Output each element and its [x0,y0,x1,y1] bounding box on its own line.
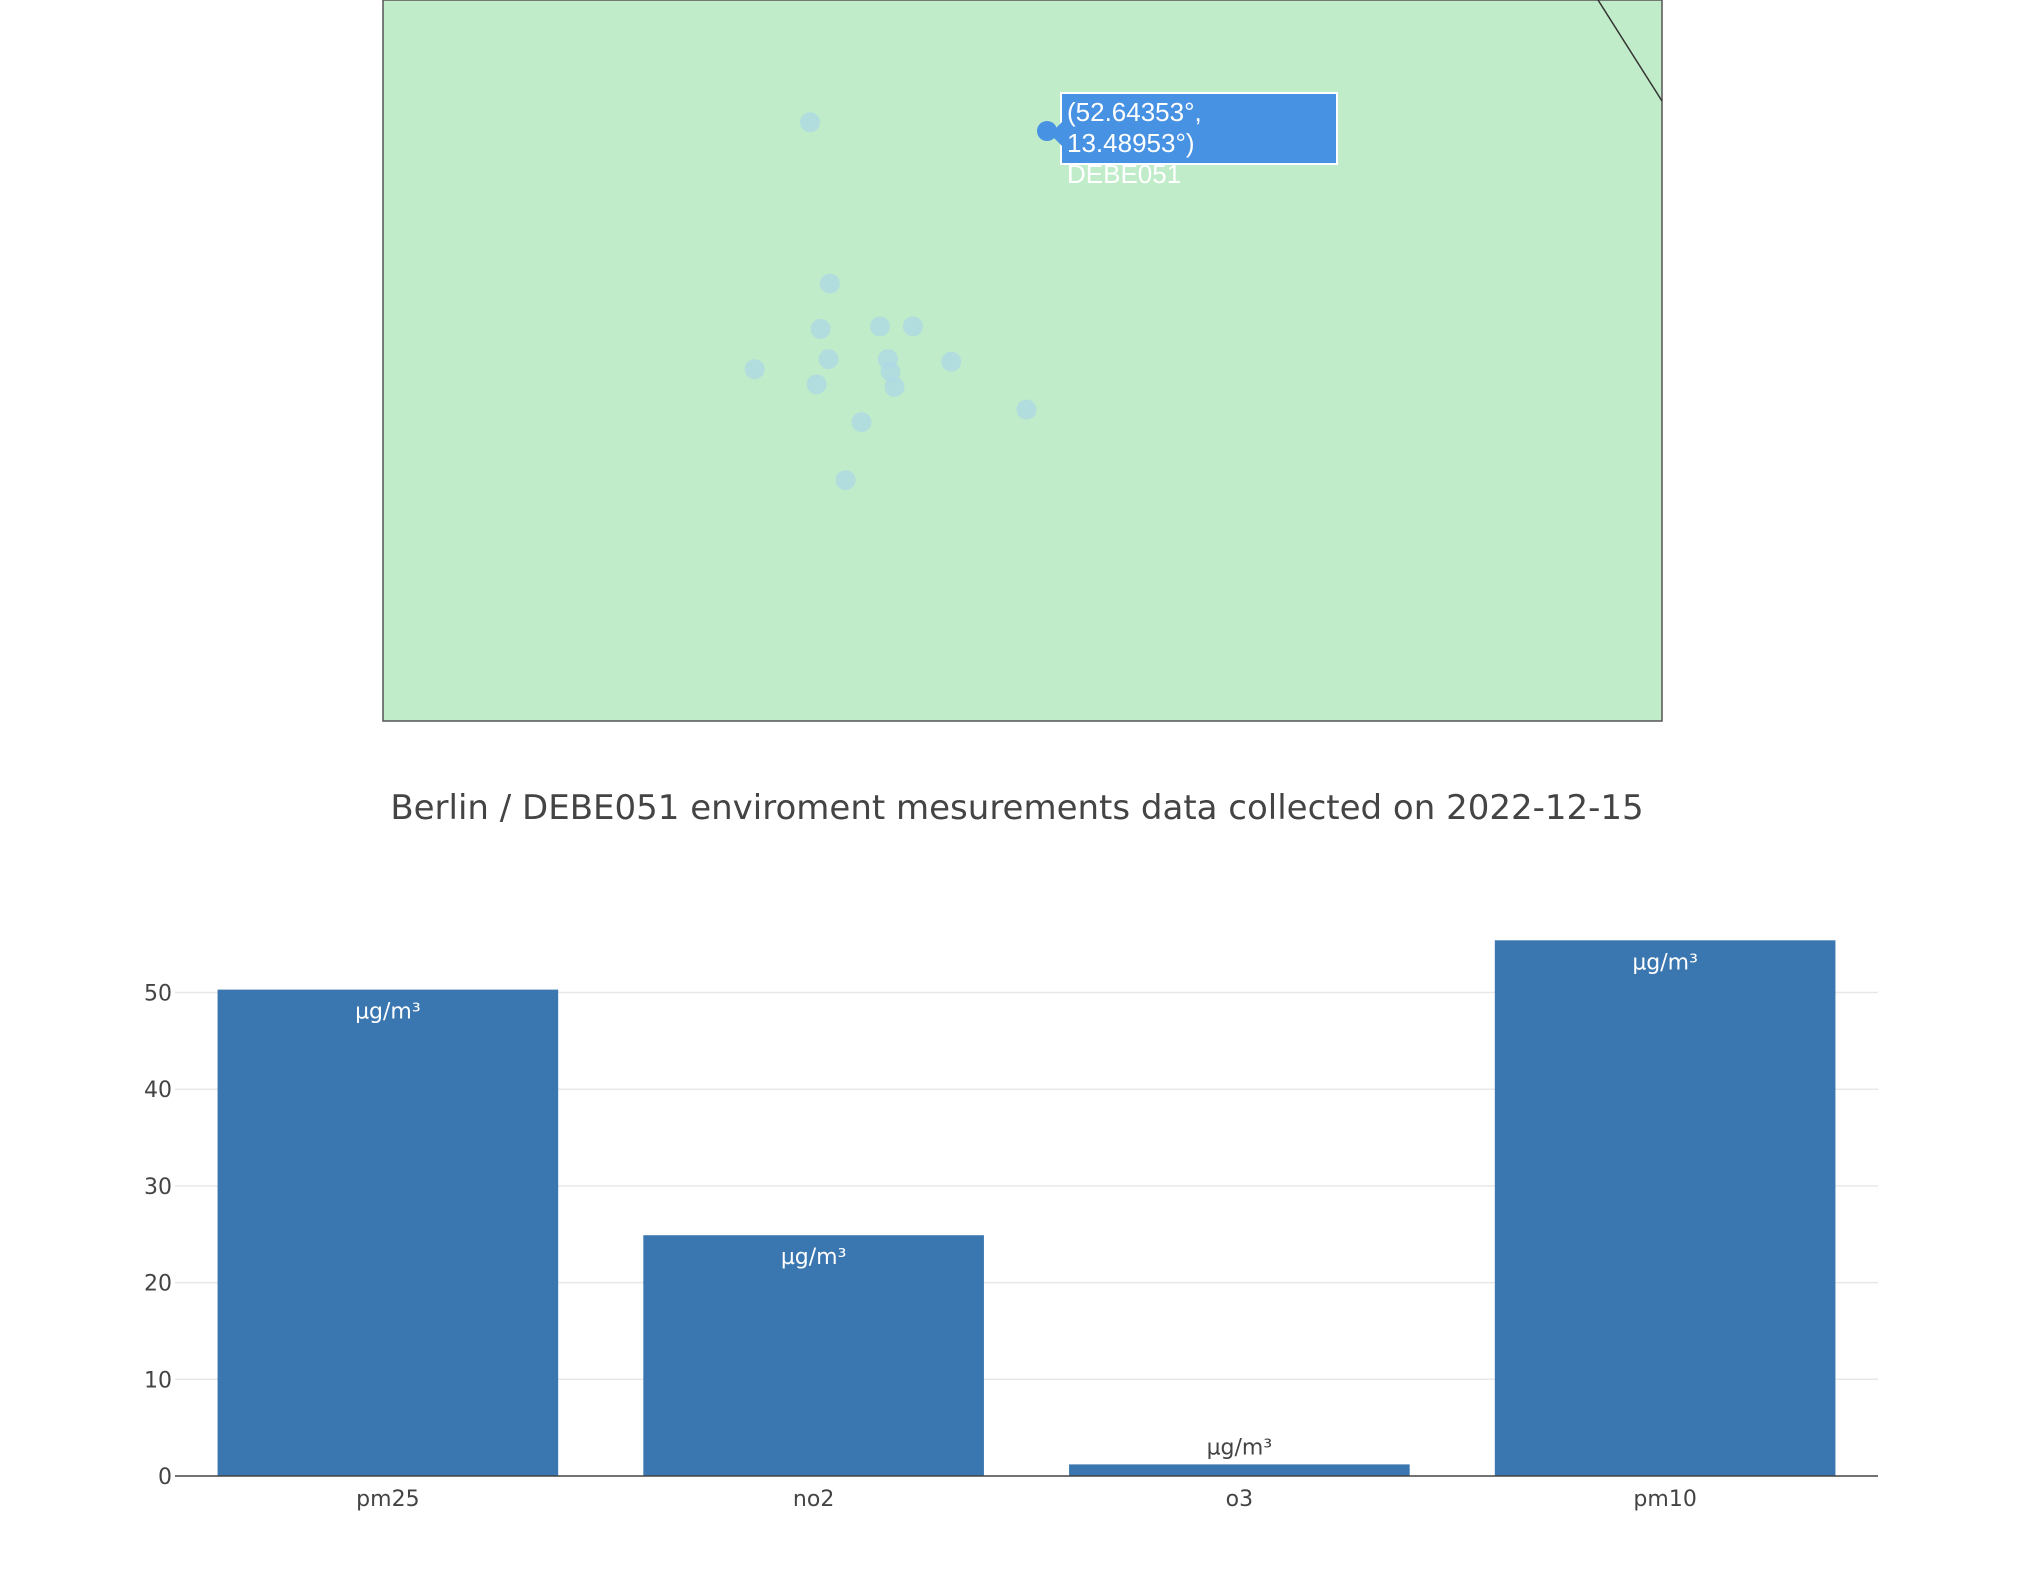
map-land [382,0,1663,722]
station-marker[interactable] [851,412,872,433]
station-marker[interactable] [884,376,905,397]
station-marker[interactable] [819,273,840,294]
bar-no2[interactable] [643,1235,984,1476]
x-tick-label: pm25 [356,1487,419,1512]
y-axis-ticks: 0 10 20 30 40 50 [144,982,172,1490]
station-marker[interactable] [1016,399,1037,420]
station-marker[interactable] [744,359,765,380]
x-tick-label: no2 [793,1487,834,1512]
tooltip-coordinates: (52.64353°, 13.48953°) [1067,97,1202,158]
station-marker[interactable] [800,112,821,133]
station-marker[interactable] [806,374,827,395]
chart-title: Berlin / DEBE051 enviroment mesurements … [390,788,1644,828]
bar-o3[interactable] [1069,1464,1410,1476]
bar-pm25[interactable] [217,989,559,1476]
x-axis-ticks: pm25 no2 o3 pm10 [356,1487,1697,1512]
y-tick-label: 50 [144,982,172,1007]
station-marker[interactable] [869,316,890,337]
station-marker[interactable] [880,361,901,382]
bars: µg/m³ µg/m³ µg/m³ µg/m³ [217,940,1836,1476]
y-tick-label: 30 [144,1175,172,1200]
bar-pm10[interactable] [1494,940,1836,1476]
station-marker[interactable] [818,349,839,370]
map-border-line [1597,0,1663,102]
station-marker[interactable] [835,470,856,491]
station-map[interactable] [0,0,2034,730]
bar-data-label: µg/m³ [781,1245,847,1270]
bar-data-label: µg/m³ [1207,1435,1273,1460]
station-marker[interactable] [810,318,831,339]
x-tick-label: pm10 [1633,1487,1696,1512]
station-tooltip: (52.64353°, 13.48953°) DEBE051 [1050,92,1338,189]
y-tick-label: 20 [144,1272,172,1297]
x-tick-label: o3 [1226,1487,1253,1512]
tooltip-arrow [1050,122,1062,146]
y-tick-label: 40 [144,1078,172,1103]
station-marker[interactable] [941,351,962,372]
bar-data-label: µg/m³ [1632,950,1698,975]
y-tick-label: 10 [144,1368,172,1393]
station-marker[interactable] [902,316,923,337]
y-tick-label: 0 [158,1465,172,1490]
station-markers [744,112,1037,491]
tooltip-station-id: DEBE051 [1067,159,1182,189]
bar-data-label: µg/m³ [355,1000,421,1025]
